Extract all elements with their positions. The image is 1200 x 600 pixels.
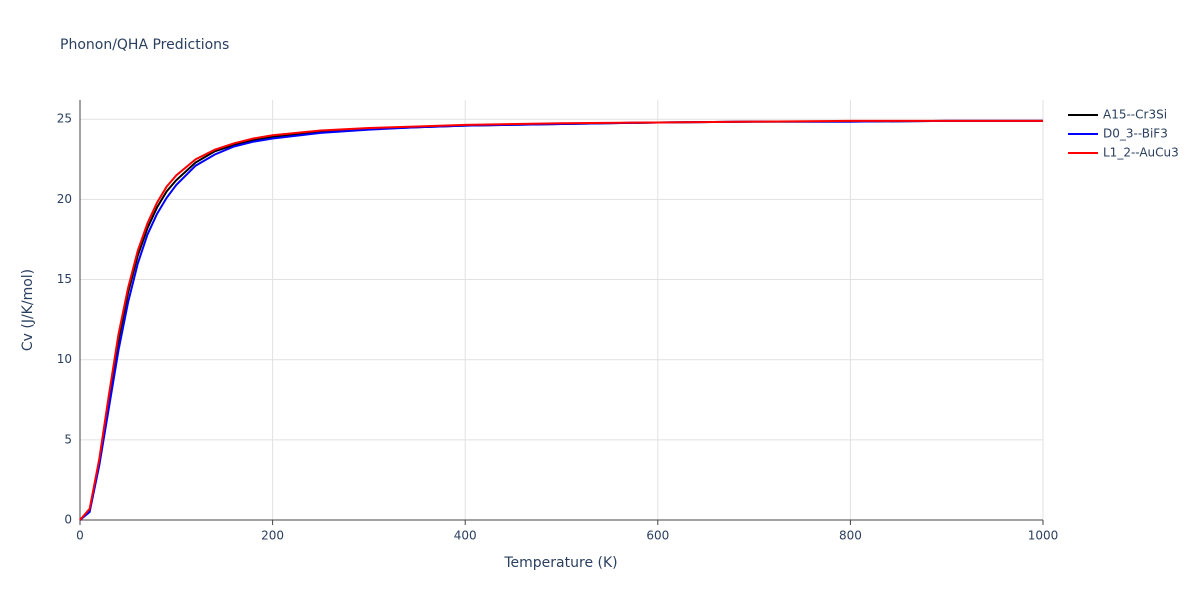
y-tick-label: 25	[57, 112, 72, 126]
y-axis-title: Cv (J/K/mol)	[20, 269, 36, 351]
x-tick-label: 200	[261, 529, 284, 543]
line-series	[79, 119, 1043, 521]
y-tick-label: 20	[57, 192, 72, 206]
x-tick-label: 1000	[1028, 529, 1059, 543]
line-series	[79, 119, 1043, 521]
legend-label: D0_3--BiF3	[1103, 127, 1168, 141]
y-tick-label: 0	[64, 513, 72, 527]
y-tick-label: 15	[57, 272, 72, 286]
chart-title: Phonon/QHA Predictions	[60, 37, 229, 53]
x-tick-label: 400	[454, 529, 477, 543]
line-series	[79, 119, 1043, 521]
x-tick-label: 600	[646, 529, 669, 543]
x-tick-label: 0	[76, 529, 84, 543]
legend-label: L1_2--AuCu3	[1103, 146, 1179, 160]
legend-label: A15--Cr3Si	[1103, 108, 1167, 122]
x-axis-title: Temperature (K)	[503, 555, 617, 571]
x-tick-label: 800	[839, 529, 862, 543]
y-tick-label: 5	[64, 432, 72, 446]
y-tick-label: 10	[57, 352, 72, 366]
